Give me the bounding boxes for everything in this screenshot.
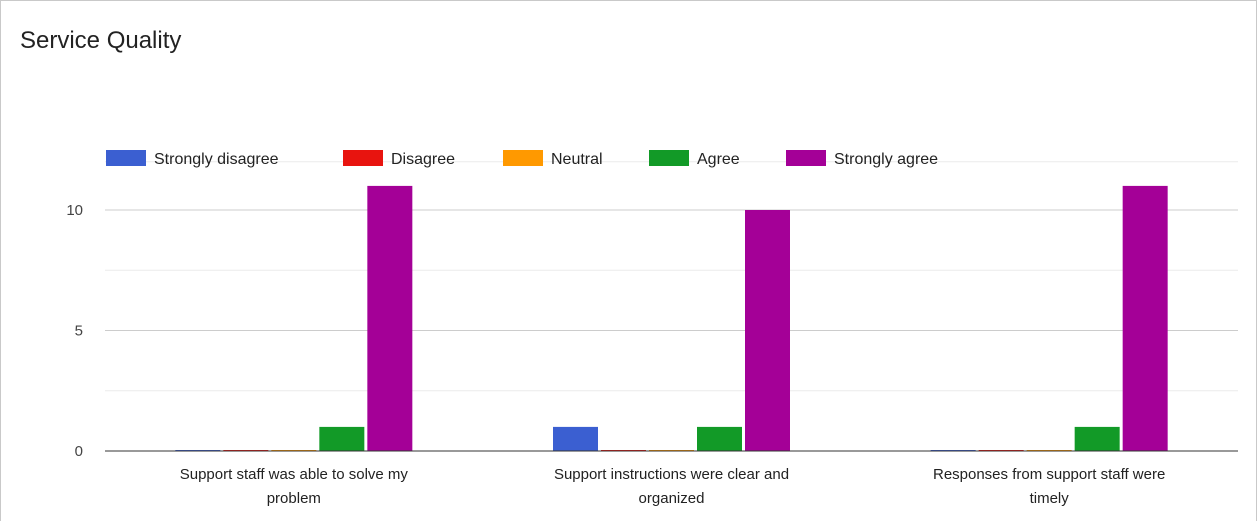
legend-swatch [649, 150, 689, 166]
x-tick-label: organized [639, 490, 705, 507]
bar [553, 426, 598, 451]
y-tick-label: 0 [75, 443, 83, 460]
legend-label: Neutral [551, 151, 603, 168]
legend-swatch [106, 150, 146, 166]
legend-swatch [343, 150, 383, 166]
bar [1122, 185, 1168, 451]
x-tick-label: Responses from support staff were [933, 466, 1165, 483]
legend-label: Strongly disagree [154, 151, 279, 168]
x-tick-label: timely [1030, 490, 1070, 507]
legend-swatch [503, 150, 543, 166]
y-tick-label: 5 [75, 323, 83, 340]
bar [319, 426, 365, 451]
bar [1074, 426, 1120, 451]
legend-label: Disagree [391, 151, 455, 168]
bar [367, 185, 413, 451]
y-tick-label: 10 [66, 202, 83, 219]
x-tick-label: Support instructions were clear and [554, 466, 789, 483]
x-tick-label: problem [267, 490, 321, 507]
legend-swatch [786, 150, 826, 166]
bar [697, 426, 742, 451]
legend-label: Agree [697, 151, 740, 168]
chart-title: Service Quality [20, 27, 182, 54]
bar [745, 210, 790, 451]
legend-label: Strongly agree [834, 151, 938, 168]
x-tick-label: Support staff was able to solve my [180, 466, 409, 483]
